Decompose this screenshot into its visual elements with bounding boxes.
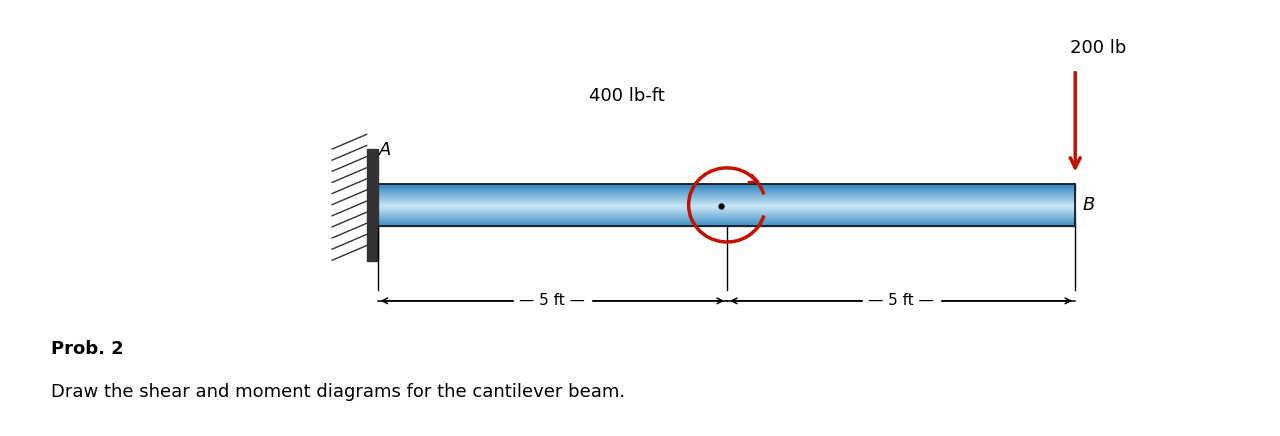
Bar	[378, 212, 1075, 213]
Bar	[378, 200, 1075, 201]
Bar	[378, 224, 1075, 225]
Bar	[378, 204, 1075, 205]
Bar	[378, 202, 1075, 203]
Bar	[378, 216, 1075, 217]
Bar	[378, 214, 1075, 215]
Bar	[378, 224, 1075, 225]
Bar	[378, 193, 1075, 194]
Bar	[378, 223, 1075, 224]
Bar	[378, 215, 1075, 216]
Bar	[378, 208, 1075, 210]
Bar	[378, 191, 1075, 193]
Bar	[378, 199, 1075, 200]
Text: — 5 ft —: — 5 ft —	[520, 293, 585, 308]
Bar	[378, 190, 1075, 191]
Bar	[378, 193, 1075, 194]
Bar	[378, 218, 1075, 219]
Bar	[378, 219, 1075, 220]
Bar	[378, 200, 1075, 201]
Bar	[378, 212, 1075, 213]
Text: 200 lb: 200 lb	[1070, 39, 1126, 57]
Bar	[378, 213, 1075, 214]
Bar	[378, 206, 1075, 207]
Bar	[378, 197, 1075, 198]
Bar	[378, 191, 1075, 192]
Bar	[378, 215, 1075, 216]
Bar	[378, 222, 1075, 223]
Bar	[378, 210, 1075, 211]
Bar	[378, 208, 1075, 209]
Text: Prob. 2: Prob. 2	[51, 340, 124, 358]
Bar	[378, 202, 1075, 203]
Bar	[378, 221, 1075, 222]
Bar	[378, 196, 1075, 197]
Bar	[378, 205, 1075, 206]
Bar	[378, 189, 1075, 190]
Bar	[378, 198, 1075, 199]
Bar	[378, 219, 1075, 221]
Bar	[378, 187, 1075, 188]
Bar	[378, 186, 1075, 187]
Bar	[378, 192, 1075, 193]
Bar	[378, 188, 1075, 189]
Bar	[378, 199, 1075, 200]
Bar	[378, 204, 1075, 205]
Bar	[378, 207, 1075, 208]
Bar	[378, 190, 1075, 191]
Bar	[378, 221, 1075, 222]
Bar	[378, 195, 1075, 196]
Bar	[378, 203, 1075, 204]
Bar	[378, 211, 1075, 212]
Bar	[378, 218, 1075, 219]
Bar	[378, 185, 1075, 186]
Bar	[378, 216, 1075, 217]
Bar	[367, 149, 378, 260]
Bar	[378, 197, 1075, 198]
Bar	[378, 196, 1075, 197]
Text: B: B	[1083, 196, 1096, 214]
Bar	[378, 205, 1075, 207]
Bar	[378, 225, 1075, 226]
Bar	[378, 217, 1075, 218]
Bar	[378, 184, 1075, 185]
Bar	[378, 210, 1075, 211]
Text: 400 lb-ft: 400 lb-ft	[589, 87, 666, 105]
Bar	[378, 213, 1075, 214]
Text: Draw the shear and moment diagrams for the cantilever beam.: Draw the shear and moment diagrams for t…	[51, 383, 626, 401]
Bar	[378, 201, 1075, 202]
Bar	[378, 186, 1075, 187]
Bar	[378, 194, 1075, 195]
Bar	[378, 223, 1075, 224]
Bar	[378, 207, 1075, 208]
Bar	[378, 209, 1075, 210]
Bar	[378, 220, 1075, 221]
Text: A: A	[379, 141, 392, 159]
Bar	[378, 185, 1075, 186]
Bar	[378, 184, 1075, 185]
Bar	[378, 184, 1075, 226]
Bar	[378, 188, 1075, 189]
Bar	[378, 194, 1075, 196]
Bar	[378, 187, 1075, 188]
Text: — 5 ft —: — 5 ft —	[868, 293, 934, 308]
Bar	[378, 201, 1075, 202]
Bar	[378, 198, 1075, 199]
